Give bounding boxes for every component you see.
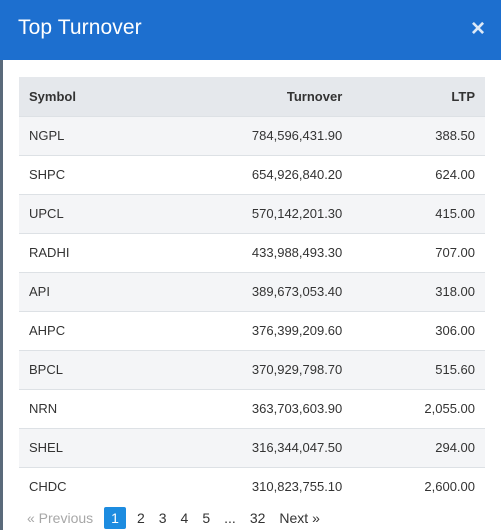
page-ellipsis: ... <box>224 509 236 526</box>
cell-symbol: SHEL <box>29 440 63 455</box>
column-header-turnover[interactable]: Turnover <box>286 88 343 104</box>
cell-ltp: 388.50 <box>435 128 475 143</box>
table-row[interactable]: CHDC 310,823,755.10 2,600.00 <box>19 467 485 506</box>
page-button-3[interactable]: 3 <box>158 509 167 526</box>
cell-ltp: 515.60 <box>435 362 475 377</box>
table-row[interactable]: SHPC 654,926,840.20 624.00 <box>19 155 485 194</box>
cell-symbol: API <box>29 284 50 299</box>
next-page-button[interactable]: Next » <box>279 509 320 526</box>
cell-symbol: SHPC <box>29 167 66 182</box>
page-button-1[interactable]: 1 <box>104 506 126 529</box>
cell-turnover: 654,926,840.20 <box>251 167 343 182</box>
cell-ltp: 306.00 <box>435 323 475 338</box>
modal-title: Top Turnover <box>18 16 142 39</box>
cell-ltp: 294.00 <box>435 440 475 455</box>
cell-symbol: AHPC <box>29 323 66 338</box>
page-button-2[interactable]: 2 <box>136 509 145 526</box>
cell-symbol: RADHI <box>29 245 70 260</box>
table-row[interactable]: BPCL 370,929,798.70 515.60 <box>19 350 485 389</box>
table-row[interactable]: AHPC 376,399,209.60 306.00 <box>19 311 485 350</box>
cell-turnover: 784,596,431.90 <box>251 128 343 143</box>
cell-symbol: NGPL <box>29 128 65 143</box>
table-row[interactable]: API 389,673,053.40 318.00 <box>19 272 485 311</box>
backdrop-edge <box>0 60 3 530</box>
pagination: « Previous 1 2 3 4 5 ... 32 Next » <box>19 505 327 530</box>
cell-turnover: 433,988,493.30 <box>251 245 343 260</box>
page-button-5[interactable]: 5 <box>202 509 211 526</box>
cell-turnover: 310,823,755.10 <box>251 479 343 495</box>
cell-ltp: 415.00 <box>435 206 475 221</box>
cell-turnover: 316,344,047.50 <box>251 440 343 455</box>
cell-turnover: 363,703,603.90 <box>251 401 343 416</box>
table-row[interactable]: SHEL 316,344,047.50 294.00 <box>19 428 485 467</box>
cell-ltp: 707.00 <box>435 245 475 260</box>
previous-page-button[interactable]: « Previous <box>27 509 94 526</box>
cell-turnover: 370,929,798.70 <box>251 362 343 377</box>
table-row[interactable]: NGPL 784,596,431.90 388.50 <box>19 116 485 155</box>
cell-ltp: 624.00 <box>435 167 475 182</box>
cell-turnover: 389,673,053.40 <box>251 284 343 299</box>
column-header-ltp[interactable]: LTP <box>451 88 475 104</box>
cell-ltp: 2,600.00 <box>424 479 475 495</box>
table-row[interactable]: RADHI 433,988,493.30 707.00 <box>19 233 485 272</box>
page-button-4[interactable]: 4 <box>180 509 189 526</box>
cell-symbol: CHDC <box>29 479 67 495</box>
cell-ltp: 2,055.00 <box>424 401 475 416</box>
cell-symbol: NRN <box>29 401 58 416</box>
cell-turnover: 376,399,209.60 <box>251 323 343 338</box>
table-header-row: Symbol Turnover LTP <box>19 77 485 116</box>
turnover-table: Symbol Turnover LTP NGPL 784,596,431.90 … <box>19 77 485 506</box>
table-row[interactable]: NRN 363,703,603.90 2,055.00 <box>19 389 485 428</box>
cell-turnover: 570,142,201.30 <box>251 206 343 221</box>
cell-ltp: 318.00 <box>435 284 475 299</box>
cell-symbol: BPCL <box>29 362 63 377</box>
table-row[interactable]: UPCL 570,142,201.30 415.00 <box>19 194 485 233</box>
column-header-symbol[interactable]: Symbol <box>29 88 76 104</box>
page-button-32[interactable]: 32 <box>249 509 266 526</box>
close-icon[interactable]: × <box>470 15 485 42</box>
cell-symbol: UPCL <box>29 206 64 221</box>
modal-header: Top Turnover × <box>0 0 501 60</box>
